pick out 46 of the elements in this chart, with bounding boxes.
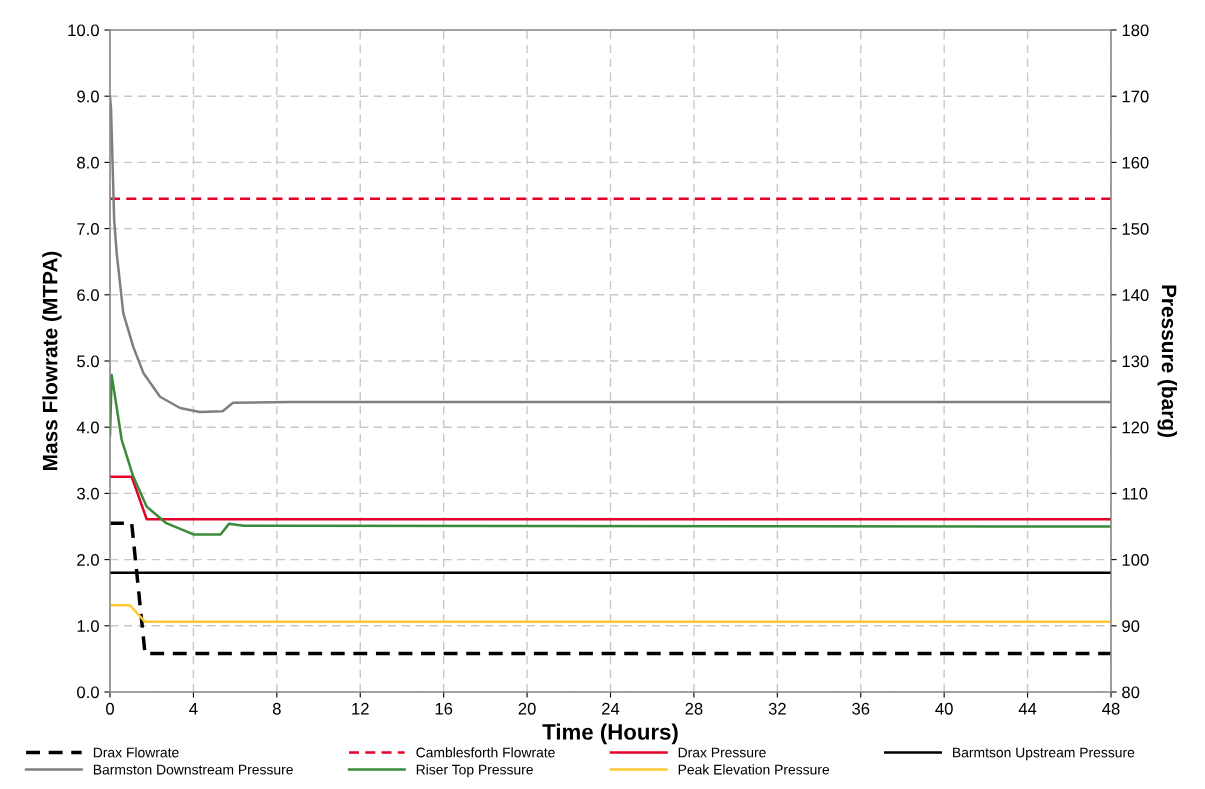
y-tick-label: 5.0 [77,355,99,368]
y2-tick-label: 120 [1122,421,1149,434]
legend-label: Barmston Downstream Pressure [93,764,293,775]
y-tick-label: 2.0 [77,554,99,566]
y2-axis-title: Pressure (barg) [1157,285,1177,437]
x-tick-label: 20 [518,702,536,715]
legend-label: Barmtson Upstream Pressure [953,747,1135,761]
y2-tick-label: 130 [1122,355,1149,368]
y-tick-label: 4.0 [76,421,99,434]
line-series [110,373,1111,536]
x-tick-label: 48 [1102,702,1120,715]
legend-label: Drax Flowrate [93,747,179,758]
x-tick-label: 24 [602,702,620,715]
x-tick-label: 16 [435,702,453,715]
x-tick-label: 8 [272,702,281,715]
x-tick-label: 12 [352,702,369,715]
legend-label: Drax Pressure [678,747,766,758]
y-tick-label: 0.0 [77,686,99,699]
y-tick-label: 7.0 [77,223,99,235]
y2-tick-label: 90 [1122,620,1140,632]
y-axis-title: Mass Flowrate (MTPA) [42,251,62,470]
y2-tick-label: 150 [1122,223,1149,235]
y-tick-label: 1.0 [77,620,99,632]
y-tick-label: 3.0 [77,487,99,500]
x-tick-label: 0 [106,702,114,715]
x-tick-label: 36 [852,702,870,715]
legend-label: Peak Elevation Pressure [678,764,830,775]
y2-tick-label: 180 [1122,24,1149,37]
y-tick-label: 8.0 [77,156,99,169]
x-tick-label: 40 [935,702,953,715]
legend-label: Camblesforth Flowrate [416,747,555,758]
y-tick-label: 9.0 [77,90,99,103]
x-tick-label: 28 [685,702,703,715]
x-tick-label: 44 [1018,703,1037,715]
y2-tick-label: 110 [1122,487,1148,500]
y2-tick-label: 170 [1122,90,1149,103]
x-axis-title: Time (Hours) [542,723,678,745]
y-tick-label: 6.0 [77,289,99,301]
legend-label: Riser Top Pressure [416,764,533,778]
y-tick-label: 10.0 [68,24,99,37]
y2-tick-label: 80 [1122,686,1140,699]
y2-tick-label: 140 [1122,289,1149,301]
y2-tick-label: 160 [1122,156,1149,169]
y2-tick-label: 100 [1122,554,1149,566]
x-tick-label: 32 [768,702,786,715]
x-tick-label: 4 [189,703,198,715]
